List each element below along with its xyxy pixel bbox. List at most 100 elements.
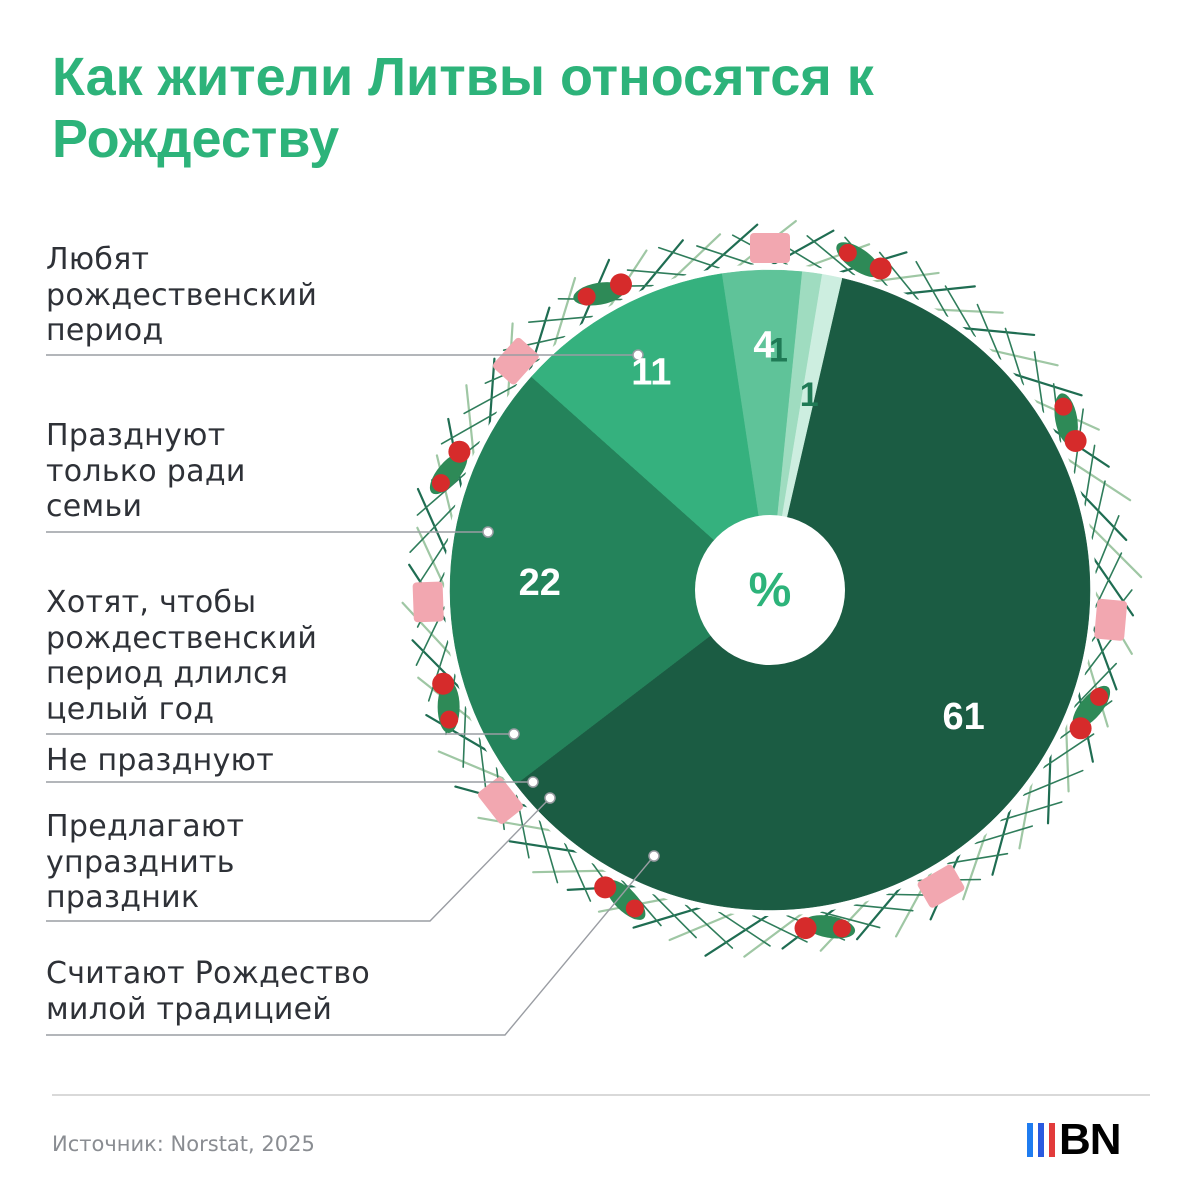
pine-needle (427, 640, 449, 702)
leader-dot (544, 792, 556, 804)
pine-needle (806, 235, 856, 276)
pine-needle (946, 852, 1009, 865)
pine-needle (463, 384, 518, 415)
pine-needle (976, 303, 1002, 361)
slice-value-label: 61 (943, 696, 985, 738)
pine-needle (657, 246, 720, 269)
category-label: Предлагают упразднить праздник (46, 809, 244, 916)
category-label-line: период длился (46, 656, 289, 691)
pine-needle (532, 869, 610, 874)
pine-needle (820, 911, 881, 929)
berry (577, 287, 596, 306)
pine-needle (900, 285, 976, 296)
logo-text: BN (1059, 1115, 1122, 1164)
category-label-line: период (46, 313, 164, 348)
leader-line (46, 855, 655, 1036)
leader-dot (482, 526, 494, 538)
pine-needle (1094, 552, 1123, 608)
pine-needle (1004, 327, 1025, 386)
pine-needle (478, 737, 488, 797)
pie-slice (531, 273, 771, 591)
category-label-line: только ради (46, 453, 246, 489)
pine-needle (944, 285, 976, 338)
pine-needle (743, 911, 805, 958)
berry (1064, 429, 1087, 452)
pine-needle (1009, 372, 1083, 397)
leader-dot (508, 728, 520, 740)
pine-needle (440, 411, 498, 445)
category-label-line: Празднуют (46, 418, 226, 453)
berry (448, 440, 471, 463)
logo-bars (1027, 1123, 1055, 1157)
pine-needle (564, 842, 592, 902)
pine-needle (528, 315, 594, 323)
pine-needle (538, 819, 559, 884)
pine-needle (696, 245, 754, 266)
category-label-line: рождественский (46, 277, 318, 313)
leader-dot (648, 850, 660, 862)
pine-needle (930, 308, 1004, 314)
pine-needle (915, 260, 949, 318)
berry (1054, 397, 1073, 416)
category-label-line: Считают Рождество (46, 956, 371, 991)
slice-value-label: 1 (800, 376, 819, 414)
category-label-line: целый год (46, 691, 215, 727)
chart-title: Как жители Литвы относятся к Рождеству (52, 47, 874, 169)
pine-needle (1094, 515, 1120, 574)
slice-value-label: 11 (631, 351, 671, 393)
category-label: Любят рождественский период (46, 242, 317, 349)
pine-needle (437, 750, 509, 782)
logo-bar (1038, 1123, 1044, 1157)
gift-box (1094, 598, 1128, 641)
pine-needle (652, 893, 697, 939)
pine-needle (1064, 457, 1132, 502)
pine-needle (684, 904, 734, 949)
pine-needle (704, 912, 772, 957)
berry (794, 917, 817, 940)
category-label-line: Не празднуют (46, 743, 274, 778)
slice-value-label: 4 (753, 325, 774, 367)
berry (625, 899, 644, 918)
pine-needle (962, 829, 988, 901)
gift-box (492, 337, 539, 385)
leader-line (46, 797, 551, 922)
center-percent-label: % (749, 564, 792, 617)
category-label: Не празднуют (46, 743, 274, 779)
pine-needle (1084, 444, 1096, 507)
pine-needle (416, 487, 449, 558)
pine-needle (409, 504, 456, 553)
berry (869, 257, 892, 280)
pine-needle (1073, 662, 1118, 708)
slice-value-label: 22 (519, 562, 561, 604)
berry (838, 243, 857, 262)
leader-lines (46, 349, 660, 1036)
pie-slice (449, 376, 771, 785)
gift-box (412, 581, 444, 623)
pine-needle (401, 601, 455, 659)
pine-needle (477, 816, 555, 832)
berry (594, 876, 617, 899)
berry (1069, 717, 1092, 740)
bn-logo: BN (1027, 1115, 1122, 1164)
berry (1090, 687, 1109, 706)
berry (832, 919, 851, 938)
pine-needle (985, 348, 1059, 367)
pine-needle (1042, 733, 1095, 769)
pine-needle (853, 904, 914, 912)
pine-needle (1022, 769, 1084, 796)
pine-needle (718, 911, 771, 947)
pine-needle (462, 706, 467, 768)
pine-needle (959, 326, 1036, 337)
logo-bar (1049, 1123, 1055, 1157)
pine-needle (1085, 521, 1143, 579)
gift-box (750, 233, 790, 263)
pine-needle (1091, 480, 1106, 540)
berry (431, 474, 450, 493)
gift-box (917, 864, 965, 908)
pine-needle (416, 472, 467, 516)
pine-needle (413, 538, 449, 591)
category-label: Считают Рождество милой традицией (46, 956, 370, 1027)
category-label-line: Хотят, чтобы (46, 585, 257, 620)
logo-bar (1027, 1123, 1033, 1157)
